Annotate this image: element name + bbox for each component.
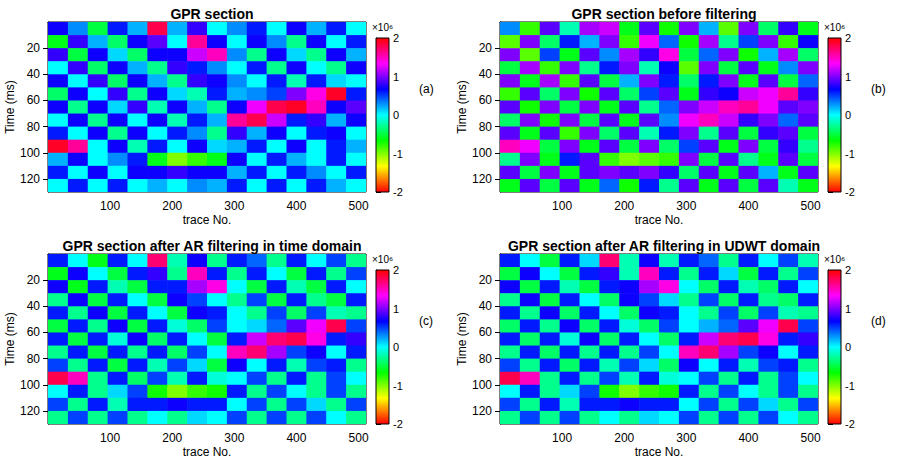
svg-text:40: 40 (479, 299, 493, 313)
svg-text:200: 200 (162, 199, 182, 213)
svg-text:300: 300 (224, 431, 244, 445)
svg-text:0: 0 (393, 341, 399, 353)
svg-text:×10⁶: ×10⁶ (372, 254, 393, 265)
svg-text:Time (ms): Time (ms) (3, 80, 17, 134)
svg-text:120: 120 (472, 172, 492, 186)
svg-text:1: 1 (845, 71, 851, 83)
svg-text:-1: -1 (393, 380, 403, 392)
svg-text:100: 100 (100, 199, 120, 213)
svg-text:100: 100 (552, 431, 572, 445)
svg-text:Time (ms): Time (ms) (3, 312, 17, 366)
svg-text:120: 120 (20, 172, 40, 186)
svg-text:2: 2 (393, 264, 399, 276)
svg-text:60: 60 (479, 93, 493, 107)
svg-text:GPR section after AR filtering: GPR section after AR filtering in time d… (63, 238, 362, 254)
svg-text:60: 60 (27, 93, 41, 107)
svg-text:-2: -2 (393, 186, 403, 198)
svg-text:-2: -2 (393, 418, 403, 430)
svg-text:20: 20 (27, 41, 41, 55)
svg-text:400: 400 (738, 199, 758, 213)
svg-text:0: 0 (845, 109, 851, 121)
svg-text:120: 120 (472, 404, 492, 418)
svg-text:20: 20 (479, 41, 493, 55)
svg-text:500: 500 (349, 199, 369, 213)
svg-text:-1: -1 (845, 148, 855, 160)
svg-text:1: 1 (845, 303, 851, 315)
svg-text:100: 100 (100, 431, 120, 445)
svg-text:20: 20 (479, 273, 493, 287)
svg-text:-1: -1 (393, 148, 403, 160)
svg-text:300: 300 (676, 431, 696, 445)
svg-text:100: 100 (552, 199, 572, 213)
svg-text:×10⁶: ×10⁶ (824, 254, 845, 265)
svg-text:trace No.: trace No. (635, 445, 684, 459)
svg-text:80: 80 (479, 352, 493, 366)
svg-text:×10⁶: ×10⁶ (372, 22, 393, 33)
svg-text:40: 40 (27, 67, 41, 81)
svg-text:0: 0 (845, 341, 851, 353)
svg-text:2: 2 (393, 32, 399, 44)
svg-text:500: 500 (801, 431, 821, 445)
svg-text:400: 400 (286, 431, 306, 445)
svg-text:400: 400 (738, 431, 758, 445)
svg-text:100: 100 (20, 378, 40, 392)
svg-text:300: 300 (676, 199, 696, 213)
svg-text:80: 80 (27, 352, 41, 366)
svg-text:GPR section before filtering: GPR section before filtering (571, 6, 756, 22)
svg-text:40: 40 (27, 299, 41, 313)
svg-text:100: 100 (472, 378, 492, 392)
svg-text:1: 1 (393, 303, 399, 315)
svg-text:200: 200 (614, 431, 634, 445)
svg-text:40: 40 (479, 67, 493, 81)
svg-text:80: 80 (479, 120, 493, 134)
svg-text:0: 0 (393, 109, 399, 121)
svg-text:-1: -1 (845, 380, 855, 392)
svg-text:500: 500 (801, 199, 821, 213)
svg-text:60: 60 (479, 325, 493, 339)
svg-text:trace No.: trace No. (183, 213, 232, 227)
svg-text:20: 20 (27, 273, 41, 287)
svg-text:80: 80 (27, 120, 41, 134)
svg-text:200: 200 (162, 431, 182, 445)
svg-text:-2: -2 (845, 186, 855, 198)
svg-text:2: 2 (845, 32, 851, 44)
svg-text:500: 500 (349, 431, 369, 445)
svg-text:trace No.: trace No. (635, 213, 684, 227)
svg-text:GPR section after AR filtering: GPR section after AR filtering in UDWT d… (508, 238, 820, 254)
svg-text:trace No.: trace No. (183, 445, 232, 459)
svg-text:2: 2 (845, 264, 851, 276)
svg-text:100: 100 (472, 146, 492, 160)
svg-text:1: 1 (393, 71, 399, 83)
svg-text:(a): (a) (419, 82, 434, 96)
svg-text:100: 100 (20, 146, 40, 160)
svg-text:(d): (d) (871, 314, 886, 328)
svg-text:300: 300 (224, 199, 244, 213)
svg-text:Time (ms): Time (ms) (455, 80, 469, 134)
svg-text:×10⁶: ×10⁶ (824, 22, 845, 33)
svg-text:400: 400 (286, 199, 306, 213)
svg-text:-2: -2 (845, 418, 855, 430)
svg-text:60: 60 (27, 325, 41, 339)
svg-text:120: 120 (20, 404, 40, 418)
svg-text:200: 200 (614, 199, 634, 213)
svg-text:(c): (c) (419, 314, 433, 328)
svg-text:(b): (b) (871, 82, 886, 96)
svg-text:Time (ms): Time (ms) (455, 312, 469, 366)
svg-text:GPR section: GPR section (170, 6, 253, 22)
